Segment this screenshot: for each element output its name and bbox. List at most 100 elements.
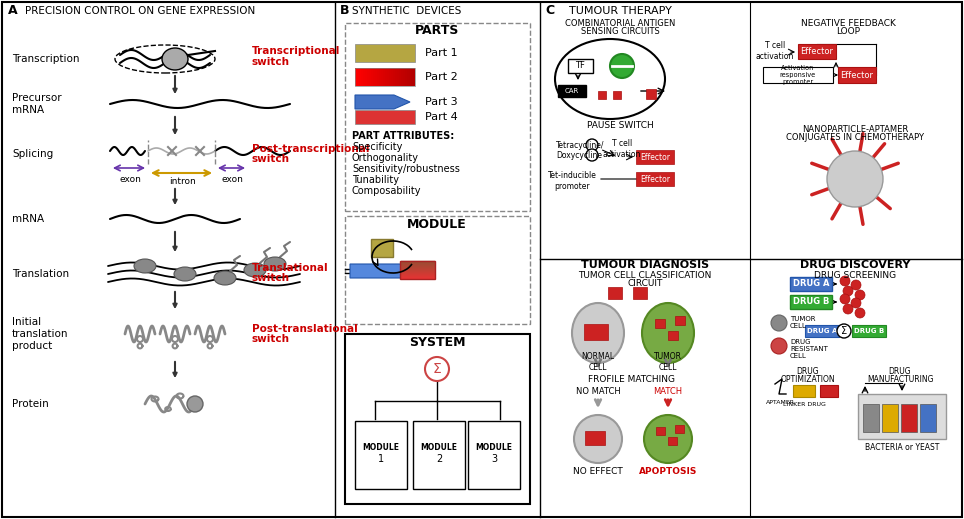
Text: MATCH: MATCH	[654, 387, 683, 395]
Text: SYSTEM: SYSTEM	[409, 335, 466, 348]
Text: Effector: Effector	[640, 153, 670, 161]
Text: Translation: Translation	[12, 269, 69, 279]
Ellipse shape	[174, 267, 196, 281]
Text: RESISTANT: RESISTANT	[790, 346, 828, 352]
Bar	[613, 91, 621, 99]
Bar	[763, 67, 833, 83]
Bar	[655, 319, 665, 328]
Circle shape	[610, 54, 634, 78]
Text: Σ: Σ	[433, 362, 442, 376]
Bar	[852, 325, 886, 337]
Bar	[371, 68, 373, 86]
Bar	[383, 68, 385, 86]
Bar	[636, 172, 674, 186]
Bar	[793, 385, 815, 397]
Text: Orthogonality: Orthogonality	[352, 153, 419, 163]
Ellipse shape	[244, 263, 266, 277]
Bar	[858, 394, 946, 439]
Circle shape	[771, 315, 787, 331]
Bar	[468, 421, 520, 489]
Text: Composability: Composability	[352, 186, 421, 196]
Text: B: B	[340, 5, 350, 18]
Text: Part 3: Part 3	[425, 97, 458, 107]
Text: NEGATIVE FEEDBACK: NEGATIVE FEEDBACK	[800, 19, 896, 28]
Text: Post-transcriptional: Post-transcriptional	[252, 144, 369, 154]
Text: intron: intron	[169, 176, 196, 185]
Text: CAR: CAR	[565, 88, 579, 94]
Text: DRUG B: DRUG B	[792, 297, 829, 307]
Text: DRUG: DRUG	[796, 366, 819, 376]
Ellipse shape	[162, 48, 188, 70]
Text: DRUG: DRUG	[889, 366, 911, 376]
Text: Translational: Translational	[252, 263, 329, 273]
Text: Splicing: Splicing	[12, 149, 53, 159]
Ellipse shape	[134, 259, 156, 273]
Text: 2: 2	[436, 454, 442, 464]
Bar	[355, 44, 415, 62]
Bar	[385, 68, 387, 86]
Text: TF: TF	[576, 61, 585, 71]
Text: Effector: Effector	[640, 174, 670, 184]
Text: switch: switch	[252, 154, 290, 164]
Text: DRUG A: DRUG A	[807, 328, 837, 334]
Text: CONJUGATES IN CHEMOTHERAPY: CONJUGATES IN CHEMOTHERAPY	[786, 132, 924, 142]
Bar	[413, 68, 415, 86]
Text: Sensitivity/robustness: Sensitivity/robustness	[352, 164, 460, 174]
Text: 3: 3	[491, 454, 497, 464]
Circle shape	[855, 308, 865, 318]
Text: Protein: Protein	[12, 399, 49, 409]
Text: LOOP: LOOP	[836, 28, 860, 36]
Bar	[568, 59, 593, 73]
Text: PRECISION CONTROL ON GENE EXPRESSION: PRECISION CONTROL ON GENE EXPRESSION	[25, 6, 255, 16]
Bar	[411, 68, 413, 86]
Bar	[790, 295, 832, 309]
Bar	[636, 150, 674, 164]
Text: DRUG: DRUG	[790, 339, 811, 345]
Circle shape	[771, 338, 787, 354]
Bar	[379, 68, 381, 86]
Text: Activation
responsive
promoter: Activation responsive promoter	[780, 65, 817, 85]
Circle shape	[187, 396, 203, 412]
Ellipse shape	[574, 415, 622, 463]
Bar	[584, 324, 608, 340]
Bar	[401, 68, 403, 86]
Circle shape	[425, 357, 449, 381]
Bar	[413, 421, 465, 489]
Text: DRUG DISCOVERY: DRUG DISCOVERY	[800, 260, 910, 270]
Bar	[598, 91, 606, 99]
Text: PARTS: PARTS	[415, 24, 459, 37]
Circle shape	[843, 304, 853, 314]
Text: DRUG B: DRUG B	[854, 328, 884, 334]
Text: LINKER DRUG: LINKER DRUG	[783, 403, 825, 407]
Bar	[381, 68, 383, 86]
Text: PAUSE SWITCH: PAUSE SWITCH	[587, 121, 654, 130]
Text: MODULE: MODULE	[407, 217, 467, 230]
Bar	[387, 68, 389, 86]
Bar	[355, 68, 357, 86]
Text: TUMOR
CELL: TUMOR CELL	[654, 352, 682, 372]
Text: Precursor
mRNA: Precursor mRNA	[12, 93, 62, 115]
Text: NO EFFECT: NO EFFECT	[574, 467, 623, 475]
Text: NO MATCH: NO MATCH	[576, 387, 621, 395]
Text: DRUG A: DRUG A	[792, 280, 829, 289]
Text: Tet-inducible
promoter: Tet-inducible promoter	[548, 171, 597, 190]
Bar	[395, 68, 397, 86]
Bar	[371, 239, 393, 257]
Ellipse shape	[572, 303, 624, 363]
Text: CELL: CELL	[790, 353, 807, 359]
Circle shape	[851, 298, 861, 308]
Ellipse shape	[555, 39, 665, 119]
Bar	[675, 425, 684, 433]
Text: Transcriptional: Transcriptional	[252, 46, 340, 56]
Bar	[585, 431, 605, 445]
Text: SYNTHETIC  DEVICES: SYNTHETIC DEVICES	[352, 6, 462, 16]
Text: TUMOR: TUMOR	[790, 316, 816, 322]
Bar	[367, 68, 369, 86]
Bar	[377, 68, 379, 86]
Bar	[882, 404, 898, 432]
Text: Initial
translation
product: Initial translation product	[12, 318, 68, 351]
Bar	[389, 68, 391, 86]
Text: switch: switch	[252, 334, 290, 344]
Text: Effector: Effector	[841, 71, 873, 79]
Bar	[363, 68, 365, 86]
